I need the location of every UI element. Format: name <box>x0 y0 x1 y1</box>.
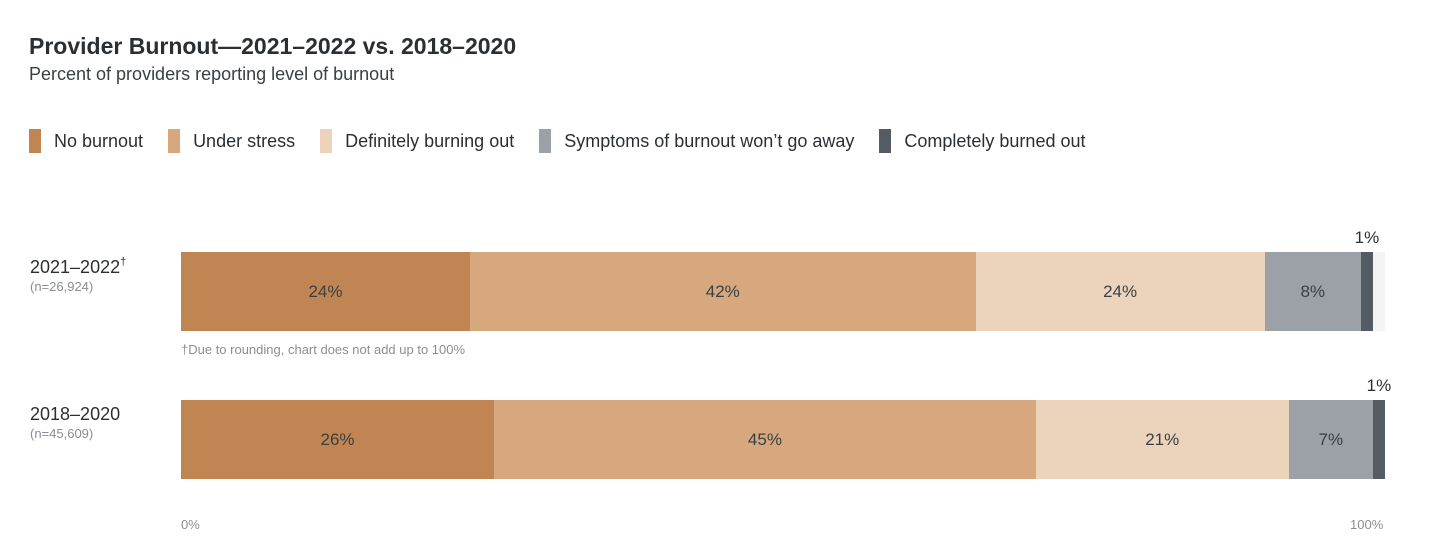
legend-swatch <box>29 129 41 153</box>
bar-segment-under-stress: 42% <box>469 252 976 331</box>
row-label-dagger: † <box>120 256 127 268</box>
data-label: 7% <box>1318 429 1344 449</box>
legend-swatch <box>320 129 333 153</box>
legend-item-symptoms-of-burnout-won-t-go-away: Symptoms of burnout won’t go away <box>539 129 854 153</box>
data-label: 24% <box>1103 281 1138 301</box>
row-label-2018-2020: 2018–2020 (n=45,609) <box>30 403 120 441</box>
row-sample-size: (n=26,924) <box>30 279 94 294</box>
data-label: 21% <box>1145 429 1180 449</box>
legend-label: Under stress <box>193 130 296 151</box>
data-label: 42% <box>705 281 740 301</box>
legend-label: Definitely burning out <box>345 130 515 151</box>
chart-title: Provider Burnout—2021–2022 vs. 2018–2020 <box>29 33 517 59</box>
stacked-bar-2021-2022: 24% 42% 24% 8% <box>181 252 1385 331</box>
row-label-text: 2021–2022 <box>30 257 121 277</box>
bar-segment-completely-burned-out <box>1372 400 1385 479</box>
bar-segment-under-stress: 45% <box>494 400 1036 479</box>
legend-item-no-burnout: No burnout <box>29 129 143 153</box>
data-label: 45% <box>747 429 782 449</box>
chart-subtitle: Percent of providers reporting level of … <box>29 64 395 84</box>
legend-item-definitely-burning-out: Definitely burning out <box>320 129 514 153</box>
data-label: 24% <box>308 281 343 301</box>
bar-segment-symptoms-of-burnout-won-t-go-away: 7% <box>1288 400 1373 479</box>
row-label-text: 2018–2020 <box>30 404 121 424</box>
x-tick-0: 0% <box>181 517 200 532</box>
data-label: 8% <box>1300 281 1326 301</box>
bar-segment-symptoms-of-burnout-won-t-go-away: 8% <box>1264 252 1361 331</box>
stacked-bar-2018-2020: 26% 45% 21% 7% <box>181 400 1385 479</box>
legend-swatch <box>168 129 181 153</box>
data-label-above: 1% <box>1366 376 1392 395</box>
data-label-above: 1% <box>1354 228 1380 247</box>
legend-item-under-stress: Under stress <box>168 129 295 153</box>
bar-segment-no-burnout: 24% <box>181 252 470 331</box>
row-label-2021-2022: 2021–2022† (n=26,924) <box>30 256 126 294</box>
bar-segment-definitely-burning-out: 24% <box>975 252 1265 331</box>
bar-segment-no-burnout: 26% <box>181 400 495 479</box>
row-sample-size: (n=45,609) <box>30 426 94 441</box>
legend-item-completely-burned-out: Completely burned out <box>879 129 1085 153</box>
legend-label: No burnout <box>54 130 144 151</box>
legend: No burnout Under stress Definitely burning… <box>29 127 1110 155</box>
legend-label: Symptoms of burnout won’t go away <box>564 130 855 151</box>
legend-label: Completely burned out <box>904 130 1086 151</box>
bar-segment-definitely-burning-out: 21% <box>1035 400 1289 479</box>
x-tick-100: 100% <box>1350 517 1384 532</box>
bar-segment-completely-burned-out <box>1360 252 1373 331</box>
legend-swatch <box>879 129 892 153</box>
data-label: 26% <box>320 429 355 449</box>
legend-swatch <box>539 129 552 153</box>
footnote: †Due to rounding, chart does not add up … <box>181 342 466 357</box>
